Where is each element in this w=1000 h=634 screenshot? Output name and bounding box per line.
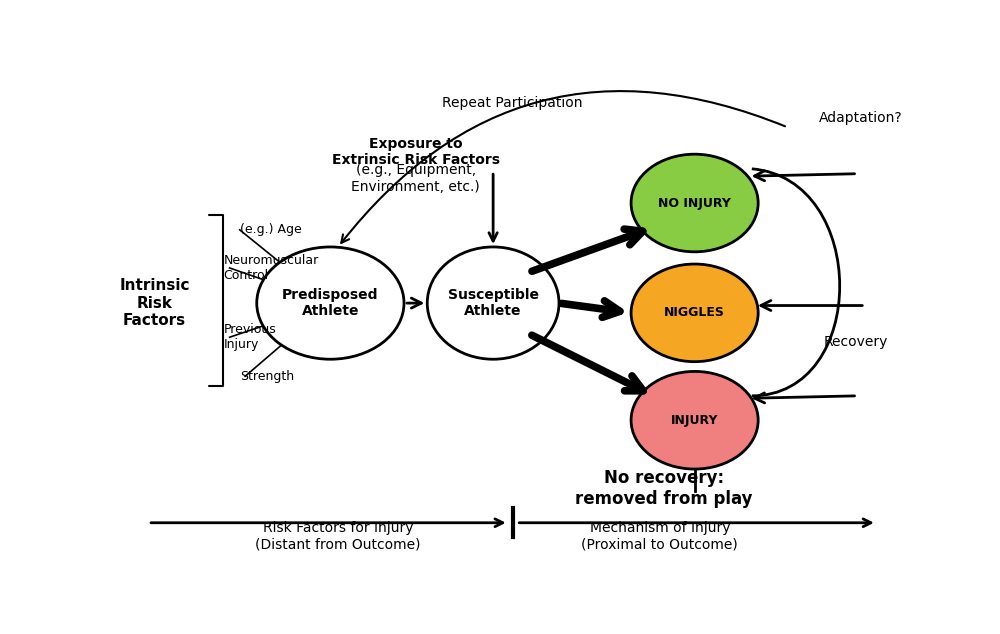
Ellipse shape [427, 247, 559, 359]
Text: Recovery: Recovery [824, 335, 888, 349]
Text: (e.g., Equipment,
Environment, etc.): (e.g., Equipment, Environment, etc.) [351, 164, 480, 194]
FancyArrowPatch shape [755, 393, 855, 403]
FancyArrowPatch shape [761, 301, 862, 311]
Text: Mechanism of Injury
(Proximal to Outcome): Mechanism of Injury (Proximal to Outcome… [581, 521, 738, 551]
Text: (e.g.) Age: (e.g.) Age [240, 223, 301, 236]
Text: NIGGLES: NIGGLES [664, 306, 725, 320]
Text: NO INJURY: NO INJURY [658, 197, 731, 209]
Text: Repeat Participation: Repeat Participation [442, 96, 583, 110]
Text: Susceptible
Athlete: Susceptible Athlete [448, 288, 539, 318]
Text: Intrinsic
Risk
Factors: Intrinsic Risk Factors [119, 278, 190, 328]
Text: Risk Factors for Injury
(Distant from Outcome): Risk Factors for Injury (Distant from Ou… [255, 521, 421, 551]
Text: Adaptation?: Adaptation? [819, 110, 902, 124]
Text: Neuromuscular
Control: Neuromuscular Control [223, 254, 319, 282]
Text: Strength: Strength [240, 370, 294, 383]
Ellipse shape [631, 154, 758, 252]
Ellipse shape [631, 264, 758, 361]
Text: INJURY: INJURY [671, 414, 718, 427]
Text: No recovery:
removed from play: No recovery: removed from play [575, 469, 752, 508]
Ellipse shape [257, 247, 404, 359]
Text: Predisposed
Athlete: Predisposed Athlete [282, 288, 379, 318]
Ellipse shape [631, 372, 758, 469]
Text: Previous
Injury: Previous Injury [223, 323, 276, 351]
FancyArrowPatch shape [341, 91, 785, 243]
FancyArrowPatch shape [755, 171, 855, 181]
Text: Exposure to
Extrinsic Risk Factors: Exposure to Extrinsic Risk Factors [332, 137, 500, 167]
